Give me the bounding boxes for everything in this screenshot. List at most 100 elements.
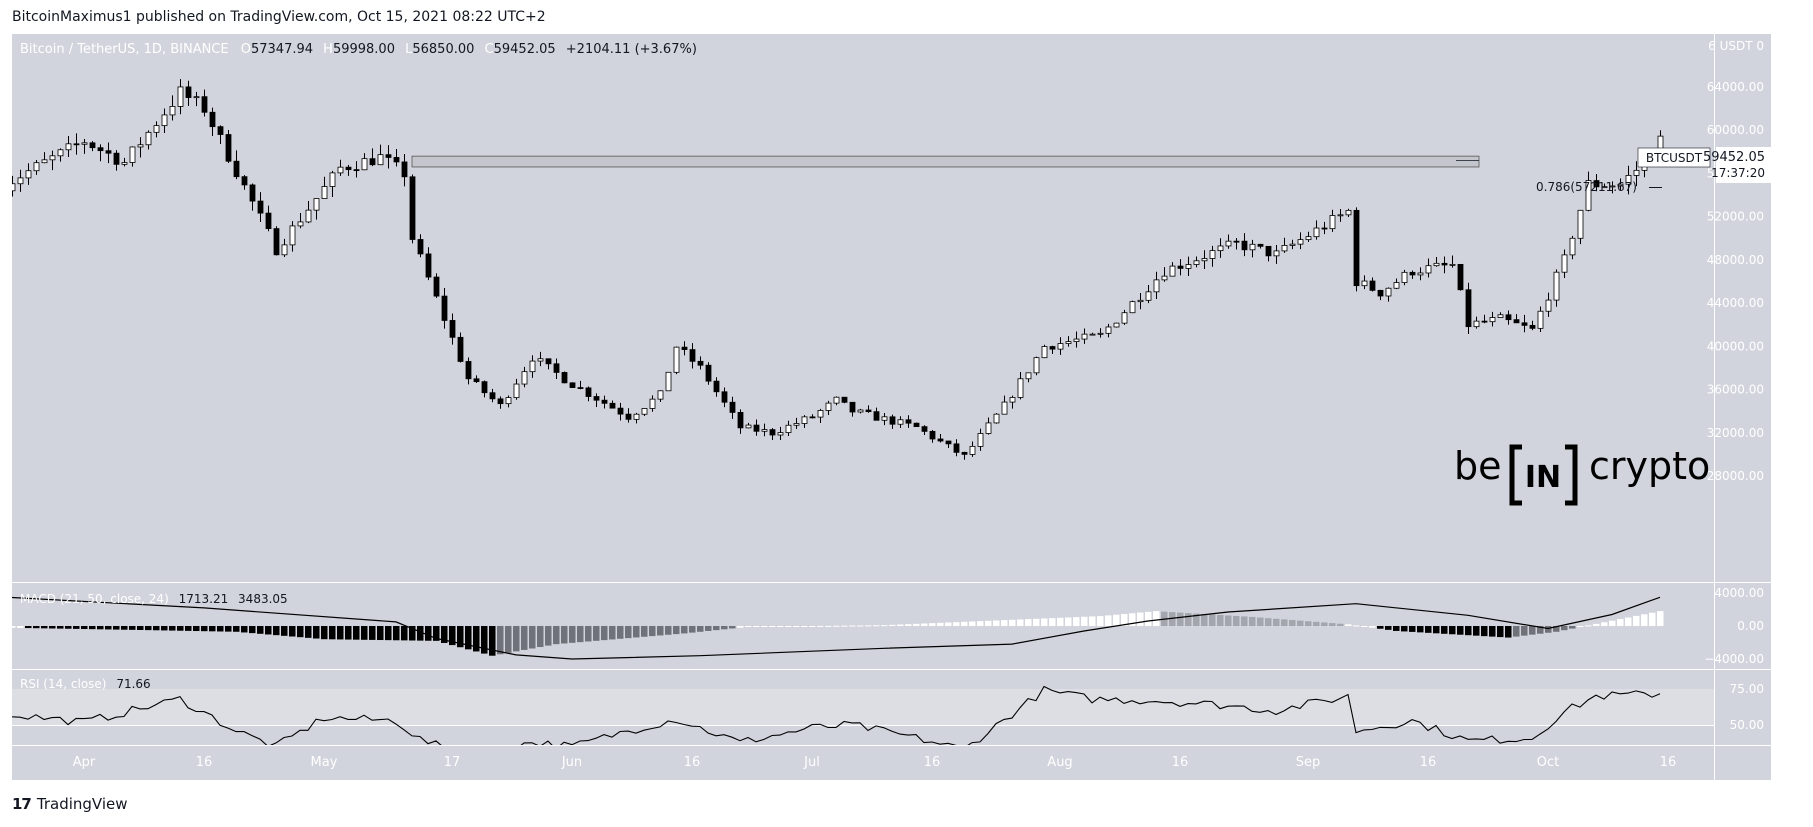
time-axis-label: Apr [73,755,96,770]
candle-up [1073,338,1080,342]
candle-up [1185,264,1192,269]
macd-histogram-bar [121,626,128,630]
candle-down [393,157,400,163]
candle-up [1017,378,1024,398]
candle-up [1345,209,1352,216]
candle-up [1225,240,1232,247]
macd-histogram-bar [1321,622,1328,626]
macd-histogram-bar [265,626,272,635]
candle-down [345,166,352,171]
candle-up [977,433,984,447]
candle-down [545,358,552,365]
macd-histogram-bar [1617,619,1624,626]
legend-l-value: 56850.00 [412,42,474,57]
macd-histogram-bar [569,626,576,643]
candle-up [1041,346,1048,359]
macd-histogram-bar [1625,617,1632,626]
macd-histogram-bar [1105,615,1112,626]
macd-histogram-bar [961,621,968,626]
candle-up [1569,237,1576,256]
macd-histogram-bar [793,626,800,627]
macd-histogram-bar [865,625,872,627]
macd-histogram-bar [289,626,296,637]
candle-up [1153,279,1160,293]
price-pane[interactable] [12,34,1714,582]
watermark-crypto: crypto [1589,444,1710,488]
macd-histogram-bar [1033,618,1040,626]
candle-up [1337,214,1344,217]
macd-histogram-bar [1193,613,1200,626]
candle-up [33,162,40,172]
candle-up [1329,215,1336,230]
macd-histogram-bar [497,626,504,655]
candle-down [185,86,192,98]
macd-histogram-bar [1049,618,1056,626]
candle-up [305,209,312,223]
candle-up [793,423,800,426]
candle-up [289,225,296,246]
macd-histogram-bar [1577,626,1584,628]
candle-up [1561,254,1568,273]
macd-histogram-bar [1273,618,1280,626]
macd-histogram-bar [1289,620,1296,626]
macd-histogram-bar [937,622,944,626]
tradingview-logo-icon[interactable]: 17 [12,795,32,813]
candle-up [1553,271,1560,301]
macd-histogram-bar [1169,612,1176,626]
candle-up [321,186,328,199]
rsi-layer: 75.00 50.00 [12,682,1764,745]
macd-histogram-bar [881,625,888,627]
axis-unit-label[interactable]: 6 USDT 0 [1708,39,1764,53]
candle-up [1249,243,1256,251]
macd-label: MACD (21, 50, close, 24) [20,592,169,606]
countdown: 17:37:20 [1711,166,1765,180]
macd-histogram-bar [457,626,464,648]
candle-down [449,320,456,338]
candle-down [113,152,120,165]
candle-up [1065,341,1072,344]
macd-histogram-bar [969,621,976,626]
candle-down [609,402,616,409]
candle-up [129,146,136,163]
rsi-line [12,685,1661,745]
candle-up [801,416,808,424]
time-axis-label: Jul [803,755,820,770]
candle-up [1193,260,1200,265]
price-axis-label: 60000.00 [1707,123,1764,137]
candle-up [1433,262,1440,267]
candle-up [1089,333,1096,336]
candle-up [1633,169,1640,176]
macd-histogram-bar [1297,620,1304,626]
legend-l-label: L [405,42,413,57]
macd-histogram-bar [505,626,512,653]
candle-up [1497,314,1504,318]
macd-histogram-bar [481,626,488,654]
candle-up [521,371,528,385]
macd-histogram-bar [441,626,448,643]
price-axis-label: 40000.00 [1707,339,1764,353]
candle-up [985,422,992,434]
legend-o-value: 57347.94 [251,42,313,57]
time-axis-label: Sep [1296,755,1321,770]
ticker-label-box [1637,147,1711,168]
fib-level-label: 0.786(57211.67) [1536,180,1637,194]
macd-histogram-bar [297,626,304,638]
chart-frame[interactable]: 4000.00 0.00 −4000.00 75.00 50.00 64000.00 6… [1,34,1809,780]
candle-down [369,158,376,166]
candle-down [705,364,712,382]
time-axis-label: 17 [444,755,461,770]
macd-histogram-bar [1657,611,1664,626]
footer-brand[interactable]: TradingView [36,795,128,813]
macd-histogram-bar [825,625,832,627]
candle-down [625,413,632,420]
macd-histogram-bar [1137,612,1144,626]
legend-o-label: O [241,42,251,57]
chart-svg[interactable]: 4000.00 0.00 −4000.00 75.00 50.00 64000.00 6… [1,34,1809,780]
candle-up [1601,186,1608,189]
macd-histogram-bar [1241,616,1248,626]
candle-up [897,419,904,425]
candle-down [241,176,248,186]
macd-histogram-bar [41,626,48,629]
candle-up [49,155,56,161]
macd-histogram-bar [1009,619,1016,626]
